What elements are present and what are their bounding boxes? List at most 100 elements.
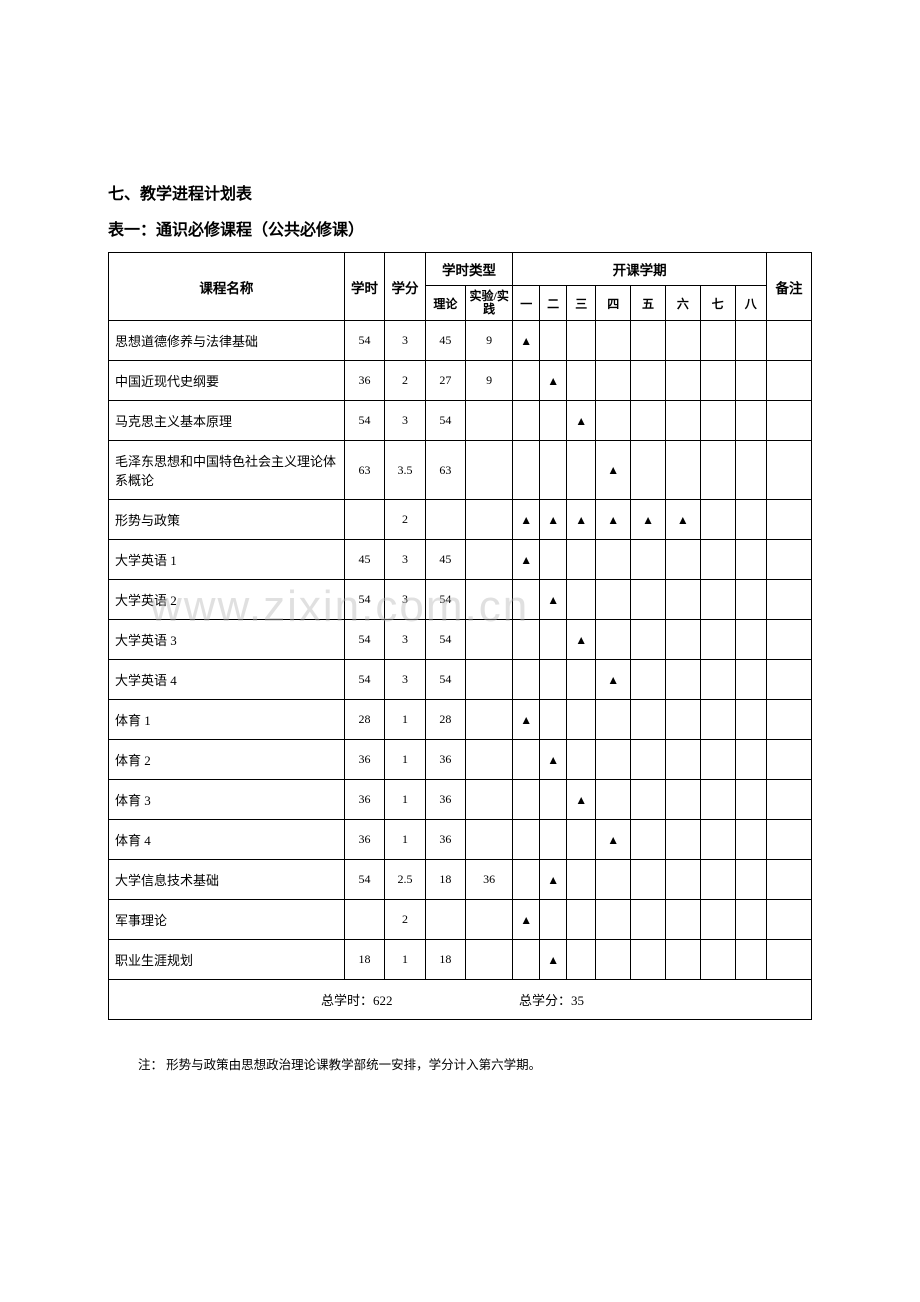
cell-sem-8 [735,441,766,500]
cell-sem-5 [631,441,666,500]
cell-sem-4 [596,540,631,580]
cell-practice [466,580,513,620]
col-s8: 八 [735,286,766,321]
cell-practice [466,500,513,540]
cell-sem-6 [665,900,700,940]
cell-sem-5 [631,540,666,580]
cell-remark [767,820,812,860]
cell-sem-7 [700,860,735,900]
cell-credits: 1 [385,700,425,740]
cell-sem-3: ▲ [567,500,596,540]
cell-sem-5 [631,620,666,660]
table-row: 大学英语 354354▲ [109,620,812,660]
cell-sem-3 [567,321,596,361]
cell-remark [767,441,812,500]
cell-sem-1 [513,740,540,780]
cell-sem-5 [631,900,666,940]
cell-hours: 54 [344,860,384,900]
cell-sem-6 [665,940,700,980]
cell-sem-3: ▲ [567,780,596,820]
cell-hours [344,900,384,940]
cell-sem-8 [735,860,766,900]
cell-sem-6 [665,740,700,780]
cell-sem-5 [631,580,666,620]
cell-sem-5 [631,401,666,441]
course-name: 马克思主义基本原理 [109,401,345,441]
table-row: 军事理论2▲ [109,900,812,940]
cell-sem-4: ▲ [596,820,631,860]
cell-hours: 36 [344,820,384,860]
cell-sem-2 [540,660,567,700]
cell-sem-1: ▲ [513,321,540,361]
table-row: 思想道德修养与法律基础543459▲ [109,321,812,361]
cell-sem-4 [596,580,631,620]
cell-credits: 2 [385,361,425,401]
cell-practice: 36 [466,860,513,900]
cell-sem-6 [665,540,700,580]
cell-sem-1 [513,580,540,620]
cell-theory: 54 [425,401,465,441]
cell-practice [466,820,513,860]
cell-practice [466,441,513,500]
cell-sem-2 [540,441,567,500]
cell-credits: 2 [385,500,425,540]
cell-sem-6 [665,620,700,660]
cell-sem-3 [567,580,596,620]
cell-sem-4 [596,620,631,660]
cell-sem-6: ▲ [665,500,700,540]
cell-sem-3 [567,361,596,401]
table-row: 形势与政策2▲▲▲▲▲▲ [109,500,812,540]
cell-sem-4 [596,740,631,780]
cell-hours: 45 [344,540,384,580]
cell-sem-1 [513,620,540,660]
course-name: 毛泽东思想和中国特色社会主义理论体系概论 [109,441,345,500]
cell-sem-6 [665,660,700,700]
cell-sem-7 [700,441,735,500]
cell-sem-6 [665,401,700,441]
cell-sem-7 [700,540,735,580]
cell-sem-2 [540,620,567,660]
cell-hours: 18 [344,940,384,980]
cell-sem-5: ▲ [631,500,666,540]
cell-theory: 27 [425,361,465,401]
cell-theory: 36 [425,780,465,820]
cell-sem-2 [540,401,567,441]
table-row: 体育 436136▲ [109,820,812,860]
table-row: 体育 236136▲ [109,740,812,780]
cell-credits: 2 [385,900,425,940]
cell-hours: 54 [344,401,384,441]
cell-remark [767,860,812,900]
cell-sem-8 [735,740,766,780]
course-name: 体育 3 [109,780,345,820]
cell-sem-5 [631,780,666,820]
cell-sem-5 [631,820,666,860]
cell-sem-3: ▲ [567,620,596,660]
cell-theory: 36 [425,740,465,780]
cell-sem-6 [665,441,700,500]
cell-sem-2: ▲ [540,860,567,900]
table-row: 体育 336136▲ [109,780,812,820]
cell-sem-1: ▲ [513,540,540,580]
cell-remark [767,540,812,580]
course-name: 形势与政策 [109,500,345,540]
cell-theory: 28 [425,700,465,740]
cell-sem-4 [596,860,631,900]
cell-sem-8 [735,500,766,540]
cell-practice [466,740,513,780]
col-theory: 理论 [425,286,465,321]
cell-sem-8 [735,900,766,940]
cell-sem-3 [567,660,596,700]
cell-theory: 18 [425,860,465,900]
cell-credits: 1 [385,820,425,860]
col-name: 课程名称 [109,253,345,321]
cell-sem-7 [700,500,735,540]
cell-sem-5 [631,321,666,361]
cell-sem-5 [631,660,666,700]
cell-sem-3 [567,940,596,980]
table-row: 职业生涯规划18118▲ [109,940,812,980]
cell-sem-1 [513,780,540,820]
cell-remark [767,900,812,940]
cell-hours: 54 [344,620,384,660]
cell-sem-5 [631,700,666,740]
cell-sem-1: ▲ [513,700,540,740]
